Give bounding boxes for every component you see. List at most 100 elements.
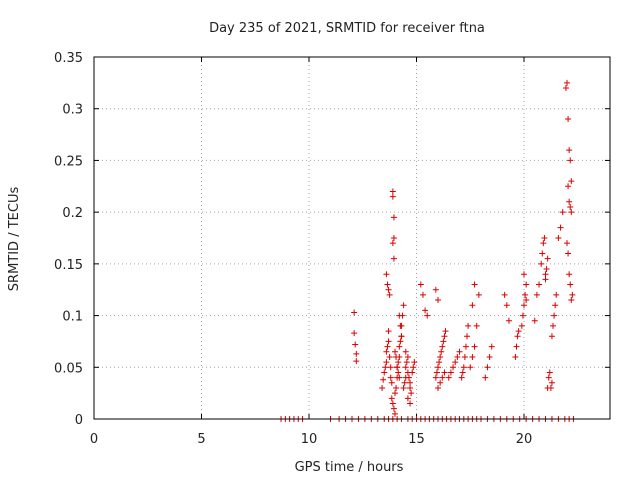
data-point bbox=[411, 359, 418, 366]
y-tick-label: 0.3 bbox=[62, 103, 83, 118]
data-point bbox=[505, 317, 512, 324]
data-point bbox=[533, 291, 540, 298]
data-point bbox=[459, 369, 466, 376]
data-point bbox=[469, 353, 476, 360]
data-point bbox=[395, 359, 402, 366]
data-point bbox=[392, 410, 398, 417]
y-tick-label: 0.15 bbox=[54, 258, 83, 273]
data-point bbox=[387, 364, 394, 371]
data-point bbox=[393, 353, 400, 360]
grid bbox=[94, 57, 610, 419]
y-axis-label: SRMTID / TECUs bbox=[7, 187, 22, 292]
x-tick-label: 10 bbox=[301, 432, 318, 447]
data-point bbox=[382, 364, 389, 371]
data-point bbox=[555, 235, 562, 241]
data-point bbox=[390, 235, 397, 241]
y-tick-label: 0.05 bbox=[54, 361, 83, 376]
data-point bbox=[441, 333, 448, 340]
data-point bbox=[445, 374, 452, 381]
data-point bbox=[384, 343, 391, 350]
data-point bbox=[435, 384, 441, 391]
data-point bbox=[501, 291, 508, 298]
data-point bbox=[547, 384, 554, 391]
data-point bbox=[433, 369, 440, 376]
data-point bbox=[353, 358, 360, 365]
data-point bbox=[566, 271, 573, 278]
data-point bbox=[407, 400, 414, 407]
data-point bbox=[407, 379, 414, 386]
data-point bbox=[408, 390, 415, 397]
data-point bbox=[548, 333, 555, 340]
data-point bbox=[385, 328, 392, 335]
data-point bbox=[402, 364, 409, 371]
data-point bbox=[400, 302, 407, 309]
data-point bbox=[518, 322, 525, 329]
data-point bbox=[565, 116, 572, 123]
data-point bbox=[397, 338, 404, 345]
data-point bbox=[407, 384, 414, 391]
data-point bbox=[545, 374, 552, 381]
data-point bbox=[400, 384, 407, 391]
data-point bbox=[564, 240, 570, 247]
data-point bbox=[543, 266, 550, 273]
data-point bbox=[388, 395, 395, 402]
data-point bbox=[531, 317, 538, 324]
data-point bbox=[564, 79, 570, 86]
data-point bbox=[471, 343, 478, 350]
data-point bbox=[419, 291, 426, 298]
data-point bbox=[351, 330, 358, 337]
data-point bbox=[424, 312, 431, 319]
data-point bbox=[566, 198, 573, 205]
data-point bbox=[548, 379, 555, 386]
data-point bbox=[542, 271, 549, 278]
data-point bbox=[404, 353, 411, 360]
data-point bbox=[432, 374, 439, 381]
data-point bbox=[458, 374, 465, 381]
data-point bbox=[514, 333, 521, 340]
data-point bbox=[447, 369, 454, 376]
data-point bbox=[442, 328, 449, 335]
data-point bbox=[403, 359, 410, 366]
data-point bbox=[568, 297, 575, 304]
data-point bbox=[550, 322, 557, 329]
data-point bbox=[521, 271, 527, 278]
data-point bbox=[379, 384, 386, 391]
data-point bbox=[567, 157, 574, 164]
data-point bbox=[552, 302, 559, 309]
data-point bbox=[521, 302, 527, 309]
data-point bbox=[546, 369, 553, 376]
data-point bbox=[380, 376, 387, 383]
x-tick-label: 15 bbox=[408, 432, 425, 447]
data-point bbox=[435, 297, 441, 304]
x-axis-label: GPS time / hours bbox=[295, 460, 404, 475]
data-point bbox=[540, 240, 547, 247]
data-point bbox=[439, 374, 446, 381]
data-point bbox=[404, 395, 411, 402]
data-point bbox=[568, 209, 575, 216]
data-point bbox=[351, 309, 358, 316]
data-point bbox=[395, 369, 402, 376]
data-point bbox=[383, 348, 390, 355]
data-point bbox=[465, 322, 472, 329]
data-point bbox=[536, 281, 543, 288]
data-point bbox=[397, 322, 404, 329]
data-point bbox=[486, 353, 493, 360]
data-point bbox=[409, 369, 416, 376]
data-point bbox=[396, 312, 403, 319]
data-point bbox=[439, 343, 446, 350]
data-point bbox=[541, 235, 548, 241]
data-point bbox=[519, 312, 526, 319]
data-point bbox=[538, 260, 545, 267]
data-point bbox=[482, 374, 489, 381]
data-point bbox=[469, 302, 476, 309]
data-point bbox=[381, 369, 388, 376]
data-point bbox=[523, 297, 530, 304]
y-tick-label: 0.35 bbox=[54, 51, 83, 66]
data-point bbox=[389, 193, 396, 200]
data-point bbox=[542, 276, 549, 283]
data-point bbox=[385, 286, 392, 293]
chart-title: Day 235 of 2021, SRMTID for receiver ftn… bbox=[209, 21, 485, 36]
data-point bbox=[432, 286, 439, 293]
data-point bbox=[523, 281, 530, 288]
data-point bbox=[437, 353, 444, 360]
